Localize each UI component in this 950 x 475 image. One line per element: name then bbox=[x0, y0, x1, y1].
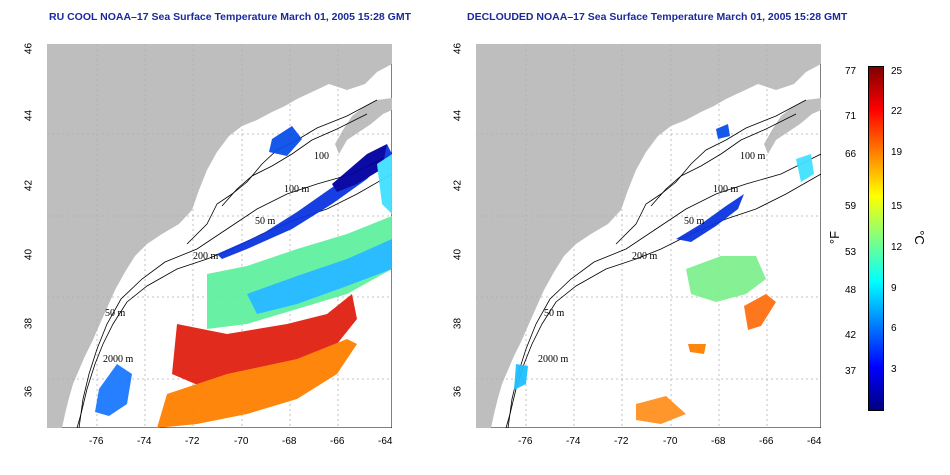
contour-label-200: 200 m bbox=[193, 251, 219, 262]
map-right-svg: 100 m 100 m 50 m 200 m 50 m 2000 m bbox=[476, 44, 821, 428]
contour-label-100: 100 m bbox=[713, 184, 739, 195]
contour-label-100: 100 m bbox=[284, 184, 310, 195]
bathymetry-contours bbox=[76, 99, 392, 428]
contour-label-200: 200 m bbox=[632, 251, 658, 262]
x-tick-label: -74 bbox=[137, 436, 152, 447]
x-tick-label: -76 bbox=[518, 436, 533, 447]
map-left-svg: 100 100 m 50 m 200 m 50 m 2000 m bbox=[47, 44, 392, 428]
colorbar-tick-c: 15 bbox=[891, 201, 903, 212]
y-tick-label: 44 bbox=[23, 109, 35, 122]
contour-label-100-top: 100 m bbox=[740, 151, 766, 162]
contour-label-50-shelf: 50 m bbox=[105, 308, 126, 319]
x-tick-label: -76 bbox=[89, 436, 104, 447]
colorbar bbox=[868, 66, 884, 411]
title-right: DECLOUDED NOAA–17 Sea Surface Temperatur… bbox=[467, 11, 848, 23]
map-panel-left: 100 100 m 50 m 200 m 50 m 2000 m bbox=[47, 44, 392, 428]
land-nova-scotia bbox=[764, 98, 821, 154]
x-tick-label: -68 bbox=[711, 436, 726, 447]
contour-label-2000: 2000 m bbox=[538, 354, 569, 365]
colorbar-tick-c: 19 bbox=[891, 147, 903, 158]
y-tick-label: 38 bbox=[23, 317, 35, 330]
y-tick-label: 40 bbox=[452, 248, 464, 261]
y-tick-label: 44 bbox=[452, 109, 464, 122]
y-tick-label: 42 bbox=[452, 179, 464, 192]
y-tick-label: 38 bbox=[452, 317, 464, 330]
land-mass bbox=[476, 44, 821, 428]
x-tick-label: -70 bbox=[663, 436, 678, 447]
colorbar-tick-c: 3 bbox=[891, 364, 897, 375]
x-tick-label: -70 bbox=[234, 436, 249, 447]
sst-patches bbox=[514, 124, 814, 424]
colorbar-tick-f: 66 bbox=[845, 149, 857, 160]
x-tick-label: -68 bbox=[282, 436, 297, 447]
land-mass bbox=[47, 44, 392, 428]
y-tick-label: 42 bbox=[23, 179, 35, 192]
colorbar-tick-f: 37 bbox=[845, 366, 857, 377]
land-nova-scotia bbox=[335, 98, 392, 154]
contour-label-50: 50 m bbox=[684, 216, 705, 227]
colorbar-tick-f: 48 bbox=[845, 285, 857, 296]
colorbar-tick-f: 42 bbox=[845, 330, 857, 341]
unit-fahrenheit: °F bbox=[827, 230, 843, 245]
y-tick-label: 36 bbox=[23, 385, 35, 398]
x-tick-label: -64 bbox=[378, 436, 393, 447]
y-tick-label: 46 bbox=[23, 42, 35, 55]
y-tick-label: 46 bbox=[452, 42, 464, 55]
title-left: RU COOL NOAA–17 Sea Surface Temperature … bbox=[49, 11, 412, 23]
grid-lines bbox=[476, 44, 821, 428]
x-tick-label: -72 bbox=[614, 436, 629, 447]
y-tick-label: 36 bbox=[452, 385, 464, 398]
contour-label-50: 50 m bbox=[255, 216, 276, 227]
contour-label-50-shelf: 50 m bbox=[544, 308, 565, 319]
colorbar-tick-f: 59 bbox=[845, 201, 857, 212]
x-tick-label: -64 bbox=[807, 436, 822, 447]
colorbar-tick-c: 12 bbox=[891, 242, 903, 253]
x-tick-label: -66 bbox=[759, 436, 774, 447]
contour-label-100-top: 100 bbox=[314, 151, 329, 162]
colorbar-tick-c: 25 bbox=[891, 66, 903, 77]
contour-label-2000: 2000 m bbox=[103, 354, 134, 365]
map-panel-right: 100 m 100 m 50 m 200 m 50 m 2000 m bbox=[476, 44, 821, 428]
colorbar-tick-c: 22 bbox=[891, 106, 903, 117]
x-tick-label: -72 bbox=[185, 436, 200, 447]
x-tick-label: -74 bbox=[566, 436, 581, 447]
colorbar-tick-f: 53 bbox=[845, 247, 857, 258]
colorbar-tick-c: 9 bbox=[891, 283, 897, 294]
colorbar-tick-c: 6 bbox=[891, 323, 897, 334]
sst-patches bbox=[95, 126, 392, 428]
colorbar-tick-f: 71 bbox=[845, 111, 857, 122]
x-tick-label: -66 bbox=[330, 436, 345, 447]
unit-celsius: °C bbox=[911, 230, 927, 245]
colorbar-tick-f: 77 bbox=[845, 66, 857, 77]
y-tick-label: 40 bbox=[23, 248, 35, 261]
